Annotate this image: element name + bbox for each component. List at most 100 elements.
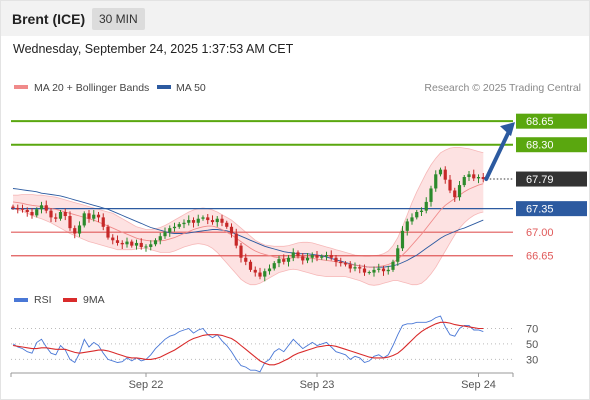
bollinger-band-area (13, 147, 484, 286)
candle-body (120, 242, 124, 245)
candle-body (177, 224, 181, 227)
rsi-series-rsi (12, 315, 484, 373)
candle-body (472, 174, 476, 179)
candle-body (73, 228, 77, 234)
candle-body (320, 256, 324, 258)
candle-body (443, 169, 447, 180)
candle-body (101, 217, 105, 227)
moving-averages (12, 183, 484, 268)
candle-body (153, 240, 158, 245)
candle-body (324, 255, 329, 257)
candle-body (263, 271, 267, 277)
candle-body (111, 237, 115, 241)
rsi-tick-50: 50 (526, 339, 538, 351)
candle-body (44, 205, 48, 211)
forecast-arrow (484, 122, 515, 182)
candle-body (115, 240, 120, 243)
x-tick-label: Sep 24 (461, 379, 496, 391)
candle-body (125, 241, 129, 245)
candle-body (168, 228, 172, 233)
candle-body (453, 190, 457, 198)
candle-body (272, 263, 276, 269)
candle-body (343, 263, 348, 265)
candle-body (63, 212, 67, 217)
x-tick-label: Sep 23 (300, 379, 335, 391)
candle-body (225, 222, 229, 227)
candle-body (229, 226, 234, 234)
bollinger-upper-line (13, 146, 484, 257)
candle-body (149, 244, 153, 247)
candle-body (234, 233, 238, 246)
timeframe-button[interactable]: 30 MIN (92, 8, 145, 30)
candle-body (106, 226, 110, 238)
candle-body (291, 252, 295, 258)
datetime-label: Wednesday, September 24, 2025 1:37:53 AM… (13, 42, 294, 56)
rsi-legend: RSI 9MA (14, 294, 105, 306)
legend-swatch-ma20 (14, 85, 28, 89)
candle-body (244, 257, 248, 262)
level-label-67.00: 67.00 (526, 227, 554, 239)
candle-body (77, 225, 82, 234)
candle-body (457, 185, 462, 198)
candle-body (429, 188, 433, 202)
candle-body (25, 209, 29, 212)
candle-body (305, 257, 310, 261)
level-tag-box-68.65 (516, 113, 587, 129)
candle-body (277, 259, 281, 264)
candle-body (358, 267, 362, 269)
candle-body (54, 217, 58, 219)
candle-body (191, 220, 196, 223)
candle-body (386, 269, 390, 272)
price-legend: MA 20 + Bollinger Bands MA 50 Research ©… (14, 82, 581, 94)
candlesticks (11, 166, 485, 282)
candle-body (130, 241, 134, 246)
candle-body (381, 268, 386, 272)
candle-body (467, 174, 471, 178)
level-tag-box-67.79 (516, 171, 587, 187)
bollinger-bands (12, 146, 484, 286)
candle-body (58, 212, 63, 219)
candle-body (353, 267, 357, 269)
candle-body (448, 179, 452, 191)
candle-body (438, 169, 443, 175)
candle-body (310, 255, 314, 258)
legend-swatch-rsi-ma (63, 298, 77, 302)
level-tag-68.30: 68.30 (526, 140, 554, 152)
candle-body (286, 257, 291, 262)
bollinger-lower-line (12, 208, 484, 286)
candle-body (68, 216, 72, 229)
candle-body (253, 269, 257, 273)
candle-body (87, 213, 91, 219)
candle-body (20, 208, 25, 210)
candle-body (372, 269, 376, 273)
candle-body (391, 261, 395, 270)
x-tick-label: Sep 22 (129, 379, 164, 391)
legend-label-ma50: MA 50 (176, 82, 206, 94)
candle-body (419, 210, 424, 212)
candle-body (30, 212, 34, 216)
legend-swatch-ma50 (157, 85, 171, 89)
candle-body (329, 255, 333, 258)
candle-body (296, 252, 300, 257)
rsi-tick-30: 30 (526, 354, 538, 366)
candle-body (220, 218, 224, 223)
rsi-tick-70: 70 (526, 323, 538, 335)
level-tag-67.79: 67.79 (526, 174, 554, 186)
candle-body (206, 217, 210, 221)
candle-body (405, 221, 409, 231)
candle-body (210, 220, 215, 223)
level-tag-box-68.30 (516, 137, 587, 153)
candle-body (339, 261, 343, 264)
credit-text: Research © 2025 Trading Central (424, 82, 581, 94)
candle-body (282, 259, 286, 262)
level-tag-68.65: 68.65 (526, 116, 554, 128)
level-tag-box-67.35 (516, 201, 587, 217)
candle-body (367, 272, 371, 274)
legend-swatch-rsi (14, 298, 28, 302)
candle-body (39, 205, 44, 210)
candle-body (377, 268, 381, 270)
candle-body (410, 217, 414, 222)
legend-label-rsi: RSI (34, 294, 52, 306)
candle-body (434, 174, 438, 189)
